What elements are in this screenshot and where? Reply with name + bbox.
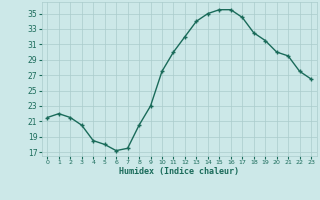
X-axis label: Humidex (Indice chaleur): Humidex (Indice chaleur) (119, 167, 239, 176)
